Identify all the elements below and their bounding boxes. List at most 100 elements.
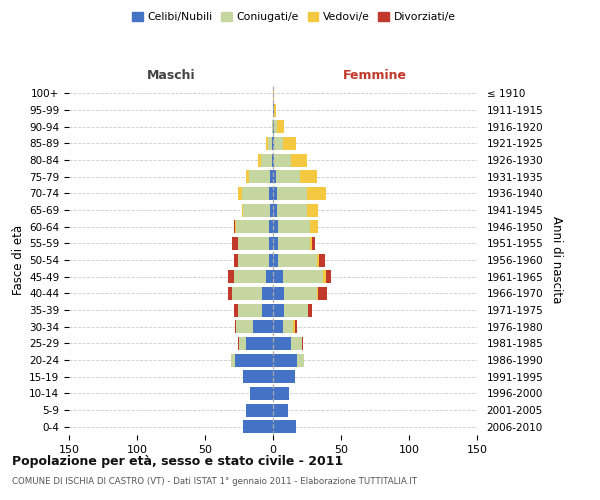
Bar: [273, 370, 295, 383]
Bar: [261, 154, 272, 166]
Bar: [302, 337, 303, 350]
Bar: [310, 220, 318, 233]
Bar: [233, 304, 238, 316]
Bar: [272, 154, 273, 166]
Bar: [268, 137, 272, 150]
Bar: [266, 270, 273, 283]
Bar: [238, 337, 239, 350]
Text: Popolazione per età, sesso e stato civile - 2011: Popolazione per età, sesso e stato civil…: [12, 455, 343, 468]
Y-axis label: Fasce di età: Fasce di età: [12, 225, 25, 295]
Bar: [273, 237, 278, 250]
Bar: [269, 254, 273, 266]
Bar: [277, 120, 284, 133]
Bar: [273, 320, 283, 333]
Bar: [295, 320, 298, 333]
Bar: [273, 87, 274, 100]
Bar: [277, 204, 307, 216]
Bar: [269, 187, 273, 200]
Bar: [243, 370, 273, 383]
Bar: [235, 320, 236, 333]
Bar: [290, 337, 302, 350]
Bar: [248, 170, 270, 183]
Bar: [278, 254, 317, 266]
Bar: [273, 404, 288, 416]
Bar: [307, 187, 326, 200]
Bar: [308, 304, 313, 316]
Bar: [233, 254, 238, 266]
Bar: [233, 270, 266, 283]
Bar: [250, 387, 273, 400]
Bar: [269, 220, 273, 233]
Bar: [242, 187, 269, 200]
Bar: [273, 204, 277, 216]
Bar: [262, 287, 273, 300]
Bar: [293, 320, 295, 333]
Bar: [317, 254, 319, 266]
Bar: [236, 320, 253, 333]
Bar: [269, 237, 273, 250]
Bar: [272, 137, 273, 150]
Bar: [273, 137, 274, 150]
Bar: [246, 170, 248, 183]
Bar: [274, 137, 283, 150]
Bar: [273, 387, 289, 400]
Bar: [273, 187, 277, 200]
Bar: [239, 337, 246, 350]
Bar: [277, 187, 307, 200]
Bar: [273, 170, 276, 183]
Text: Maschi: Maschi: [146, 68, 196, 82]
Bar: [278, 237, 310, 250]
Bar: [276, 170, 300, 183]
Bar: [310, 237, 313, 250]
Bar: [246, 404, 273, 416]
Bar: [273, 154, 274, 166]
Bar: [273, 270, 283, 283]
Bar: [232, 287, 262, 300]
Bar: [307, 204, 318, 216]
Bar: [273, 304, 284, 316]
Bar: [233, 220, 235, 233]
Bar: [238, 304, 262, 316]
Bar: [243, 204, 270, 216]
Bar: [300, 170, 317, 183]
Bar: [232, 237, 238, 250]
Bar: [231, 354, 235, 366]
Bar: [228, 270, 233, 283]
Bar: [238, 254, 269, 266]
Bar: [273, 354, 298, 366]
Bar: [284, 287, 317, 300]
Bar: [270, 204, 273, 216]
Bar: [278, 220, 310, 233]
Bar: [228, 287, 232, 300]
Text: COMUNE DI ISCHIA DI CASTRO (VT) - Dati ISTAT 1° gennaio 2011 - Elaborazione TUTT: COMUNE DI ISCHIA DI CASTRO (VT) - Dati I…: [12, 478, 417, 486]
Bar: [243, 420, 273, 433]
Bar: [290, 154, 307, 166]
Bar: [235, 354, 273, 366]
Bar: [274, 154, 290, 166]
Bar: [266, 137, 268, 150]
Y-axis label: Anni di nascita: Anni di nascita: [550, 216, 563, 304]
Bar: [274, 120, 277, 133]
Bar: [238, 237, 269, 250]
Bar: [273, 337, 290, 350]
Bar: [235, 220, 236, 233]
Legend: Celibi/Nubili, Coniugati/e, Vedovi/e, Divorziati/e: Celibi/Nubili, Coniugati/e, Vedovi/e, Di…: [128, 8, 460, 27]
Bar: [319, 254, 325, 266]
Bar: [317, 287, 318, 300]
Bar: [273, 420, 296, 433]
Bar: [298, 354, 304, 366]
Bar: [273, 287, 284, 300]
Bar: [283, 137, 296, 150]
Bar: [323, 270, 326, 283]
Bar: [273, 254, 278, 266]
Bar: [246, 337, 273, 350]
Bar: [326, 270, 331, 283]
Bar: [273, 220, 278, 233]
Bar: [313, 237, 315, 250]
Text: Femmine: Femmine: [343, 68, 407, 82]
Bar: [236, 220, 269, 233]
Bar: [270, 170, 273, 183]
Bar: [318, 287, 328, 300]
Bar: [242, 204, 243, 216]
Bar: [273, 120, 274, 133]
